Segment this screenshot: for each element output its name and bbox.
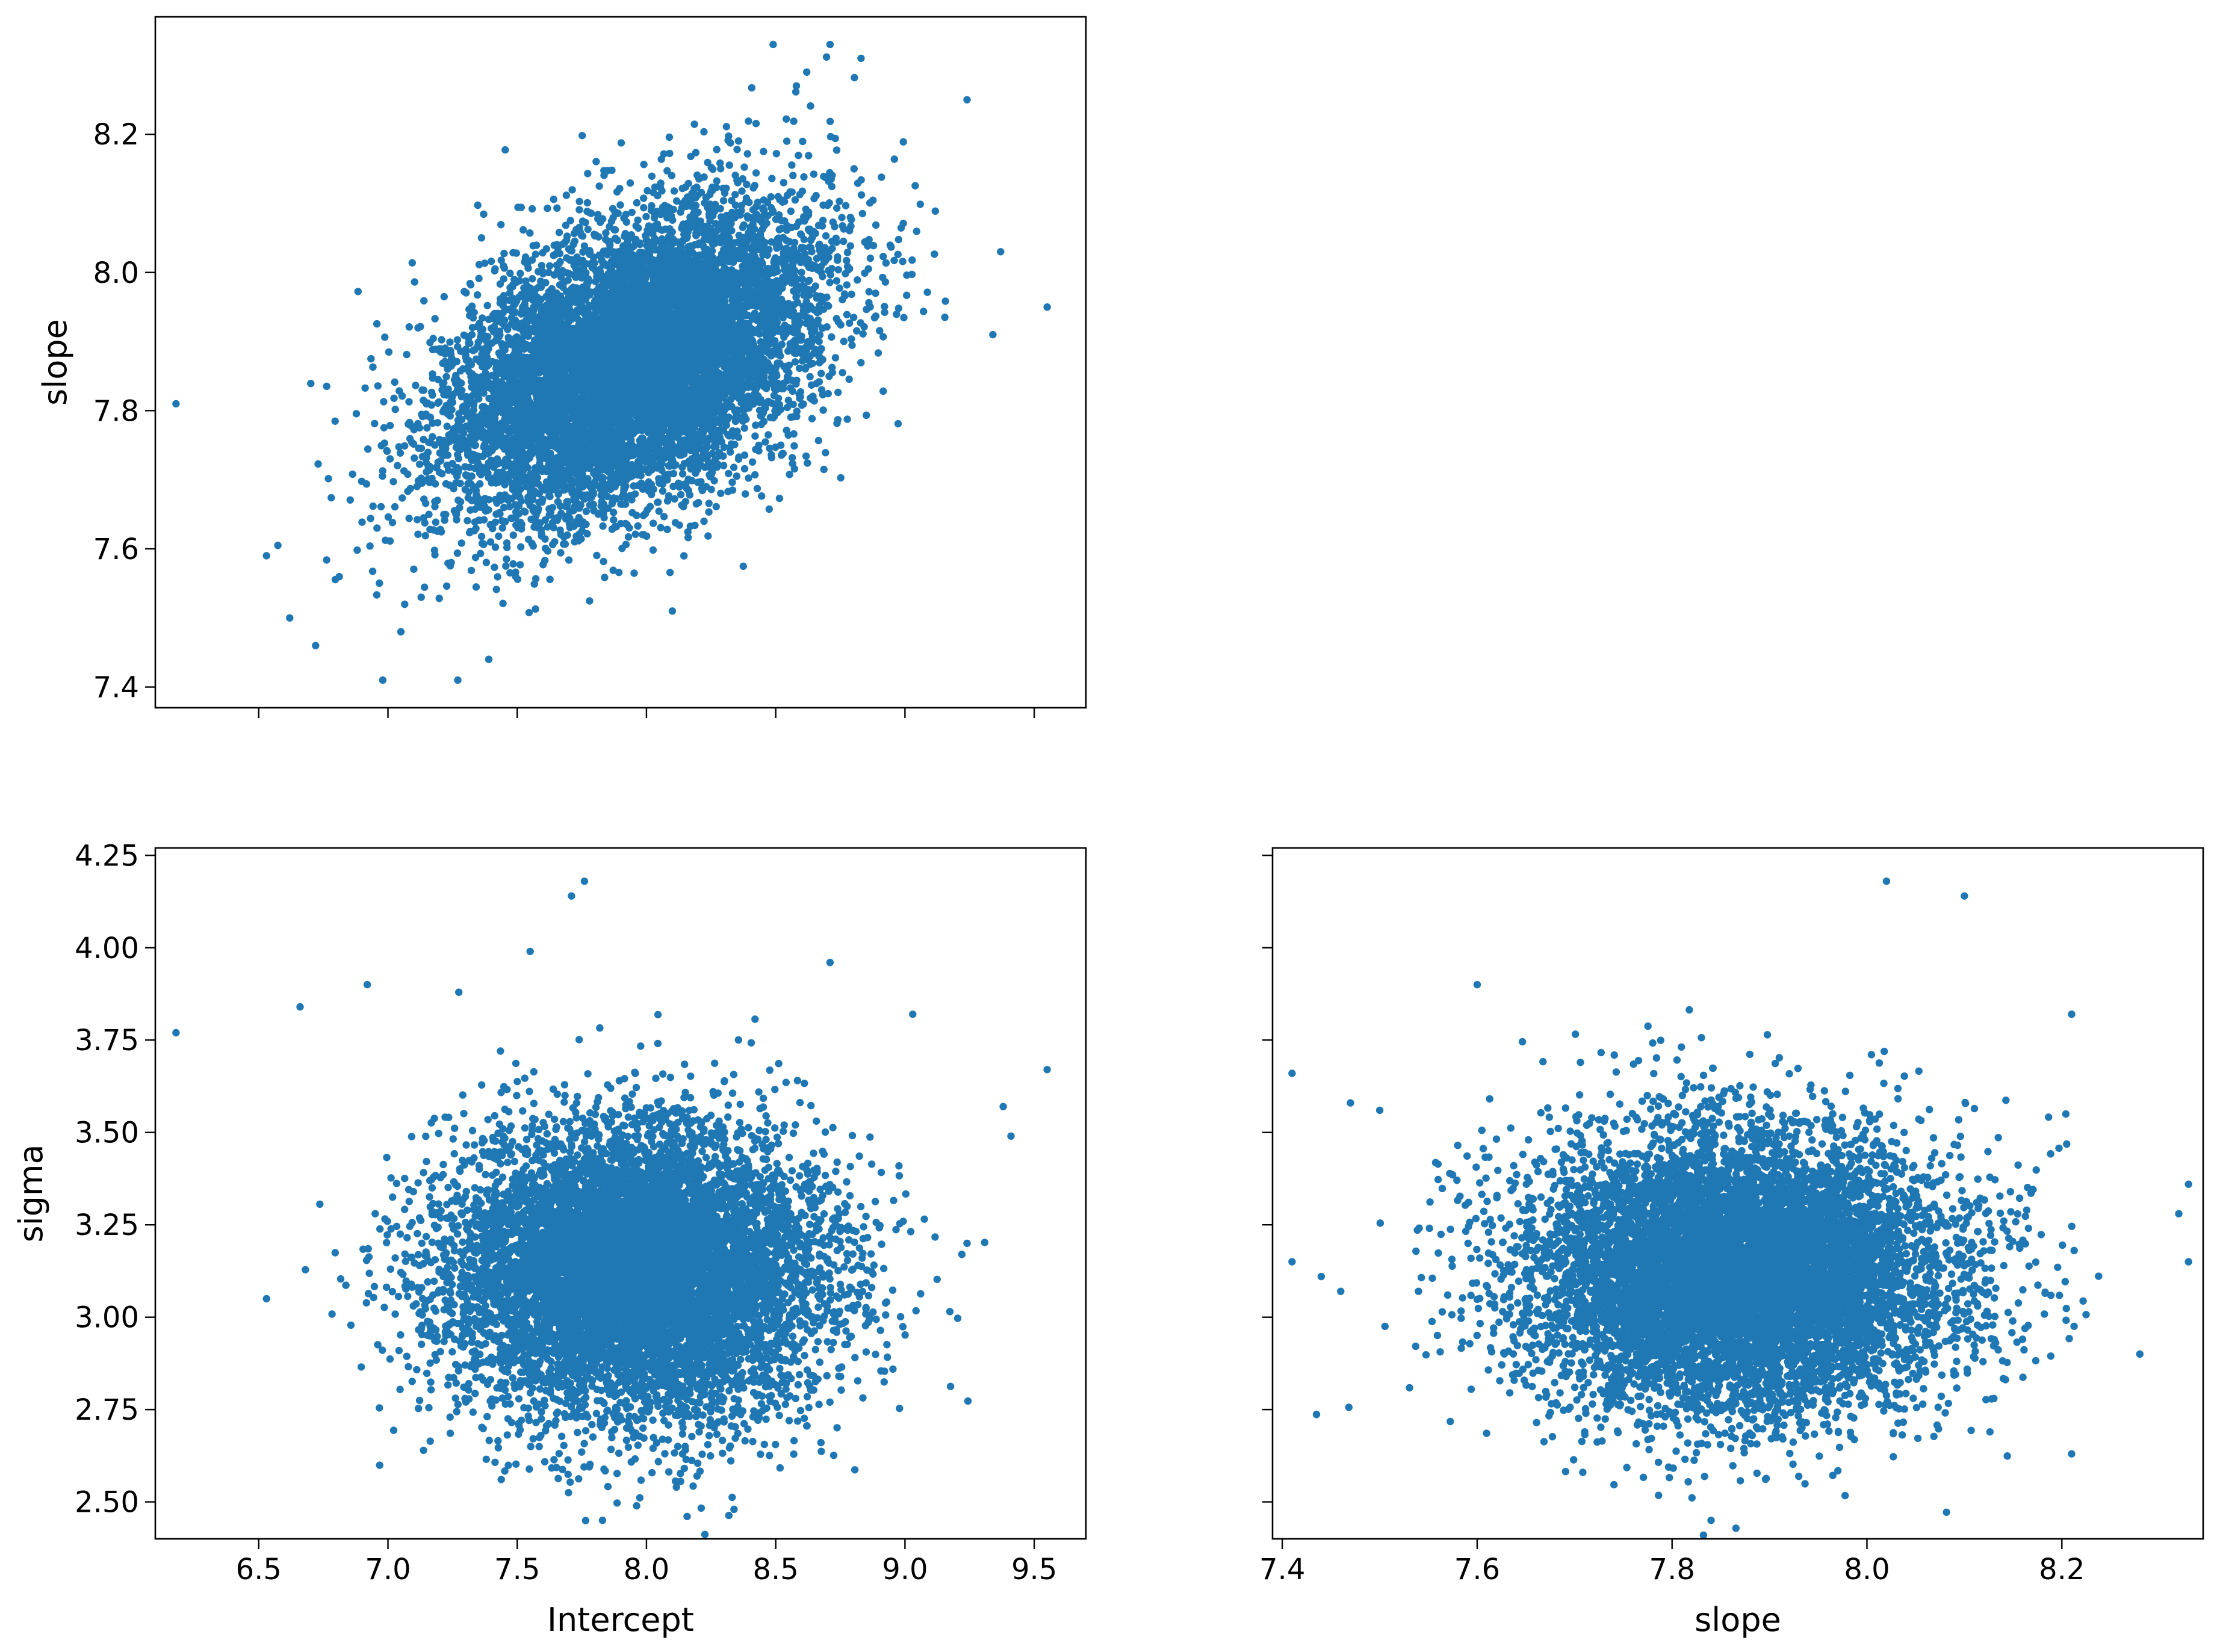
x-tick-label: 8.0 [1844,1553,1890,1586]
scatter-points [1288,877,2192,1539]
x-tick-label: 7.8 [1649,1553,1695,1586]
scatter-point-outlier [1882,877,1891,885]
scatter-point-outlier [803,68,811,76]
scatter-point-outlier [2184,1258,2192,1266]
scatter-point-outlier [1375,1106,1384,1115]
scatter-cloud [1312,1006,2103,1539]
y-axis-ticks: 2.50 2.75 3.00 3.25 3.50 3.75 4.00 4.25 [75,839,155,1520]
scatter-point-outlier [172,400,180,408]
scatter-point-outlier [792,82,801,90]
panel-slope-vs-sigma: 7.4 7.6 7.8 8.0 8.2 slope [1259,847,2204,1639]
x-tick-label: 7.5 [494,1553,540,1586]
y-axis-ticks: 7.4 7.6 7.8 8.0 8.2 [93,118,155,705]
scatter-point-outlier [262,552,270,560]
scatter-point-outlier [526,947,534,956]
scatter-point-outlier [286,614,294,622]
scatter-point-outlier [580,877,589,885]
x-axis-ticks: 7.4 7.6 7.8 8.0 8.2 [1259,1539,2085,1586]
scatter-point-outlier [568,892,575,900]
x-tick-label: 7.0 [365,1553,411,1586]
scatter-point-outlier [2068,1010,2076,1018]
x-axis-ticks: 6.5 7.0 7.5 8.0 8.5 9.0 9.5 [236,1539,1057,1586]
y-tick-label: 8.2 [93,118,139,152]
scatter-point-outlier [397,628,405,636]
scatter-point-outlier [1043,303,1051,311]
axes-frame [154,847,1087,1540]
scatter-point-outlier [1961,892,1968,900]
scatter-point-outlier [172,1029,180,1037]
scatter-cloud [274,53,949,617]
x-axis-label: slope [1695,1601,1781,1639]
scatter-point-outlier [1473,980,1481,989]
scatter-point-outlier [1317,1272,1326,1281]
y-tick-label: 3.00 [75,1301,139,1335]
scatter-point-outlier [963,96,971,104]
x-tick-label: 8.0 [624,1553,669,1586]
y-tick-label: 8.0 [93,256,139,290]
scatter-point-outlier [598,1517,607,1524]
scatter-point-outlier [485,655,493,663]
scatter-point-outlier [2184,1180,2192,1188]
scatter-point-outlier [1043,1066,1051,1074]
scatter-point-outlier [312,642,320,649]
y-tick-label: 4.25 [75,839,139,873]
x-axis-label: Intercept [547,1601,694,1639]
scatter-point-outlier [958,1251,966,1258]
scatter-point-outlier [262,1295,270,1303]
scatter-point-outlier [769,40,777,49]
scatter-points [172,40,1051,684]
scatter-point-outlier [963,1239,971,1248]
scatter-point-outlier [826,959,834,967]
x-tick-label: 9.0 [882,1553,928,1586]
y-axis-label: slope [36,319,74,406]
y-tick-label: 4.00 [75,932,139,965]
scatter-point-outlier [2136,1350,2144,1358]
scatter-point-outlier [1007,1132,1015,1140]
scatter-point-outlier [363,980,371,989]
scatter-point-outlier [999,1103,1007,1110]
y-tick-label: 2.75 [75,1393,139,1427]
scatter-point-outlier [2175,1210,2183,1218]
scatter-points [172,877,1051,1538]
scatter-point-outlier [296,1003,304,1011]
scatter-point-outlier [826,40,834,49]
scatter-point-outlier [1288,1258,1296,1266]
y-tick-label: 7.6 [93,533,139,566]
y-tick-label: 2.50 [75,1486,139,1520]
scatter-point-outlier [454,676,462,684]
y-tick-label: 3.25 [75,1208,139,1242]
y-axis-ticks [1262,855,1273,1503]
scatter-point-outlier [909,1010,917,1018]
y-tick-label: 3.75 [75,1024,139,1057]
scatter-point-outlier [379,676,387,684]
y-axis-label: sigma [12,1144,50,1242]
y-tick-label: 7.8 [93,394,139,428]
x-axis-ticks [258,708,1035,718]
x-tick-label: 6.5 [236,1553,282,1586]
scatter-point-outlier [668,607,677,615]
scatter-cloud [302,988,989,1538]
axes-frame [154,16,1087,709]
scatter-point-outlier [1337,1287,1345,1295]
x-tick-label: 8.5 [752,1553,798,1586]
scatter-point-outlier [997,248,1005,256]
scatter-point-outlier [1707,1517,1715,1524]
axes-frame [1271,847,2204,1540]
scatter-point-outlier [989,330,997,339]
y-tick-label: 7.4 [93,671,139,705]
x-tick-label: 7.4 [1259,1553,1305,1586]
scatter-point-outlier [857,54,865,63]
y-tick-label: 3.50 [75,1116,139,1150]
x-tick-label: 7.6 [1454,1553,1500,1586]
x-tick-label: 9.5 [1011,1553,1057,1586]
scatter-point-outlier [1347,1099,1354,1107]
scatter-point-outlier [1288,1069,1296,1077]
scatter-point-outlier [2068,1450,2076,1458]
x-tick-label: 8.2 [2039,1553,2085,1586]
panel-intercept-vs-sigma: 6.5 7.0 7.5 8.0 8.5 9.0 9.5 2.50 2.75 3.00 3.25 3.… [12,839,1087,1639]
panel-intercept-vs-slope: 7.4 7.6 7.8 8.0 8.2 slope [36,16,1087,718]
